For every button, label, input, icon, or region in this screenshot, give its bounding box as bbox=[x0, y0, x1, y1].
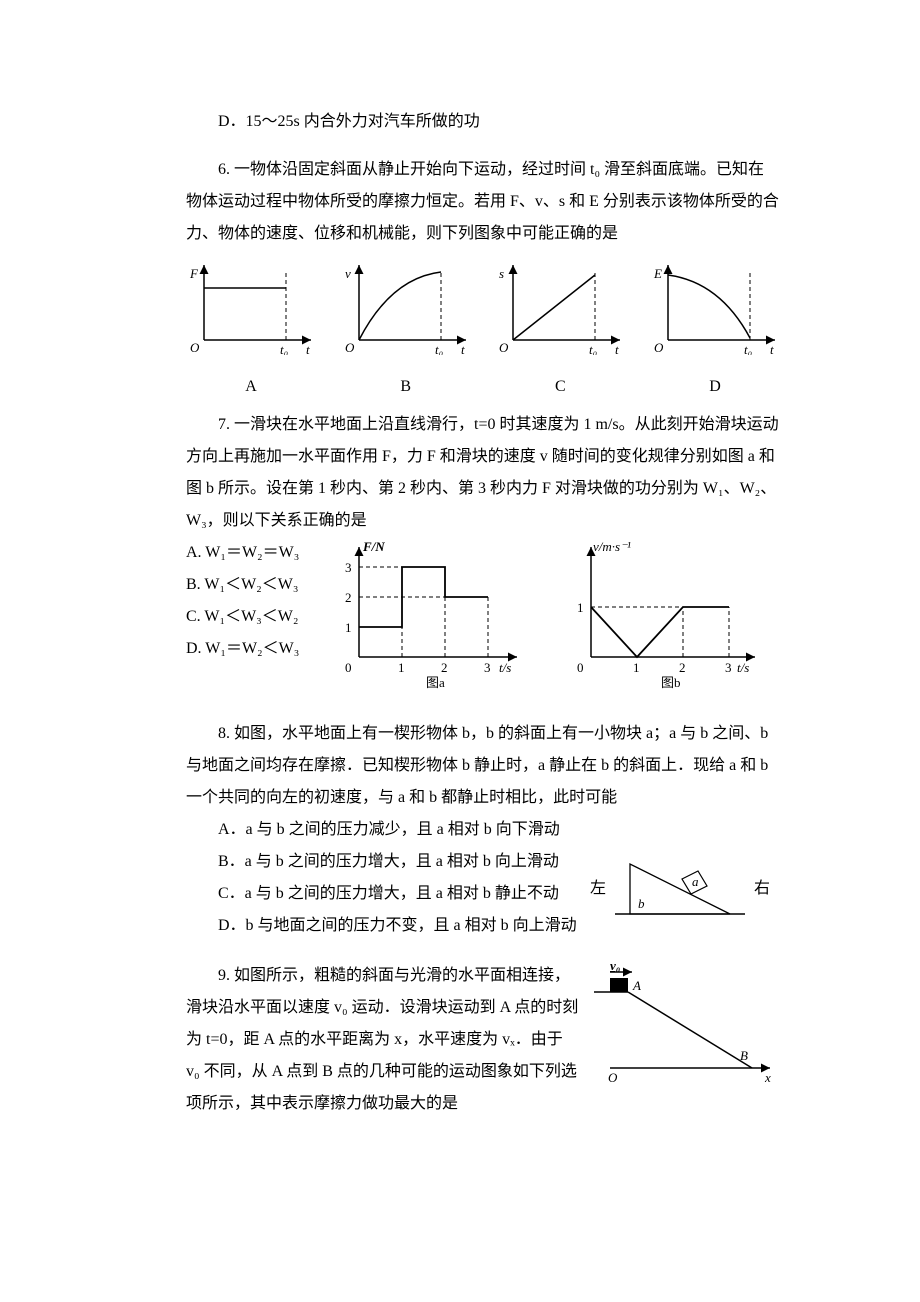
q8-text: 8. 如图，水平地面上有一楔形物体 b，b 的斜面上有一小物块 a；a 与 b … bbox=[186, 718, 780, 814]
q5-option-d: D．15～25s 内合外力对汽车所做的功 bbox=[186, 106, 780, 138]
svg-text:2: 2 bbox=[441, 660, 448, 675]
svg-text:t₀: t₀ bbox=[280, 342, 288, 355]
svg-text:1: 1 bbox=[633, 660, 640, 675]
q6-label-D: D bbox=[650, 371, 780, 403]
q8-right-label: 右 bbox=[754, 873, 770, 905]
q6-label-row: A B C D bbox=[186, 371, 780, 403]
q7-option-A: A. W₁＝W₂＝W₃ bbox=[186, 537, 316, 569]
q7-figA: 1 2 3 1 2 3 0 F/N t/s 图a bbox=[327, 537, 537, 704]
svg-text:v/m·s⁻¹: v/m·s⁻¹ bbox=[593, 539, 631, 554]
svg-text:3: 3 bbox=[484, 660, 491, 675]
svg-text:F: F bbox=[189, 266, 199, 281]
q9-figure: v₀ A B Ox bbox=[580, 960, 780, 1120]
q6-text: 6. 一物体沿固定斜面从静止开始向下运动，经过时间 t₀ 滑至斜面底端。已知在物… bbox=[186, 154, 780, 250]
svg-text:O: O bbox=[345, 340, 355, 355]
svg-text:0: 0 bbox=[577, 660, 584, 675]
svg-text:2: 2 bbox=[679, 660, 686, 675]
q8-row: A．a 与 b 之间的压力减少，且 a 相对 b 向下滑动 B．a 与 b 之间… bbox=[186, 814, 780, 942]
svg-text:t: t bbox=[770, 342, 774, 355]
svg-text:3: 3 bbox=[725, 660, 732, 675]
q8-option-B: B．a 与 b 之间的压力增大，且 a 相对 b 向上滑动 bbox=[186, 846, 580, 878]
svg-text:t: t bbox=[306, 342, 310, 355]
q6-graph-C: Os t₀ t bbox=[495, 260, 625, 367]
q7-option-D: D. W₁＝W₂＜W₃ bbox=[186, 633, 316, 665]
svg-text:图b: 图b bbox=[661, 675, 681, 690]
svg-text:0: 0 bbox=[345, 660, 352, 675]
q7-options: A. W₁＝W₂＝W₃ B. W₁＜W₂＜W₃ C. W₁＜W₃＜W₂ D. W… bbox=[186, 537, 316, 665]
svg-text:t₀: t₀ bbox=[589, 342, 597, 355]
q7-figs: 1 2 3 1 2 3 0 F/N t/s 图a 1 1 2 3 0 v/m·s⁻¹ t/s 图b bbox=[316, 537, 780, 704]
svg-text:A: A bbox=[632, 978, 641, 993]
q7-option-C: C. W₁＜W₃＜W₂ bbox=[186, 601, 316, 633]
svg-text:O: O bbox=[654, 340, 664, 355]
q6-label-B: B bbox=[341, 371, 471, 403]
q8-options: A．a 与 b 之间的压力减少，且 a 相对 b 向下滑动 B．a 与 b 之间… bbox=[186, 814, 580, 942]
svg-text:t/s: t/s bbox=[499, 660, 511, 675]
svg-text:t₀: t₀ bbox=[435, 342, 443, 355]
svg-text:v: v bbox=[345, 266, 351, 281]
svg-text:O: O bbox=[190, 340, 200, 355]
svg-text:1: 1 bbox=[577, 600, 584, 615]
q8-option-A: A．a 与 b 之间的压力减少，且 a 相对 b 向下滑动 bbox=[186, 814, 580, 846]
svg-text:t₀: t₀ bbox=[744, 342, 752, 355]
q6-graph-A: O Ft₀ t bbox=[186, 260, 316, 367]
q6-graph-D: O Et₀ t bbox=[650, 260, 780, 367]
svg-text:t: t bbox=[615, 342, 619, 355]
svg-text:B: B bbox=[740, 1048, 748, 1063]
q9-row: 9. 如图所示，粗糙的斜面与光滑的水平面相连接，滑块沿水平面以速度 v₀ 运动．… bbox=[186, 960, 780, 1120]
q8-option-D: D．b 与地面之间的压力不变，且 a 相对 b 向上滑动 bbox=[186, 910, 580, 942]
q6-graph-B: Ov t₀ t bbox=[341, 260, 471, 367]
svg-text:b: b bbox=[638, 896, 645, 911]
svg-text:图a: 图a bbox=[426, 675, 445, 690]
q8-left-label: 左 bbox=[590, 873, 606, 905]
q7-text: 7. 一滑块在水平地面上沿直线滑行，t=0 时其速度为 1 m/s。从此刻开始滑… bbox=[186, 409, 780, 537]
q7-figB: 1 1 2 3 0 v/m·s⁻¹ t/s 图b bbox=[559, 537, 769, 704]
page: D．15～25s 内合外力对汽车所做的功 6. 一物体沿固定斜面从静止开始向下运… bbox=[0, 0, 920, 1180]
svg-text:1: 1 bbox=[345, 620, 352, 635]
svg-text:1: 1 bbox=[398, 660, 405, 675]
svg-text:t/s: t/s bbox=[737, 660, 749, 675]
svg-text:s: s bbox=[499, 266, 504, 281]
svg-text:v₀: v₀ bbox=[610, 960, 620, 973]
q9-text: 9. 如图所示，粗糙的斜面与光滑的水平面相连接，滑块沿水平面以速度 v₀ 运动．… bbox=[186, 960, 580, 1120]
q7-row: A. W₁＝W₂＝W₃ B. W₁＜W₂＜W₃ C. W₁＜W₃＜W₂ D. W… bbox=[186, 537, 780, 704]
svg-text:O: O bbox=[608, 1070, 618, 1085]
svg-text:t: t bbox=[461, 342, 465, 355]
svg-text:x: x bbox=[764, 1070, 771, 1085]
q6-graph-row: O Ft₀ t Ov t₀ t Os t₀ t O Et₀ t bbox=[186, 260, 780, 367]
svg-text:E: E bbox=[653, 266, 662, 281]
q7-option-B: B. W₁＜W₂＜W₃ bbox=[186, 569, 316, 601]
svg-text:3: 3 bbox=[345, 560, 352, 575]
svg-text:2: 2 bbox=[345, 590, 352, 605]
q8-option-C: C．a 与 b 之间的压力增大，且 a 相对 b 静止不动 bbox=[186, 878, 580, 910]
q8-figure: 左 a b 右 bbox=[580, 814, 780, 942]
svg-text:O: O bbox=[499, 340, 509, 355]
svg-text:F/N: F/N bbox=[362, 539, 385, 554]
q6-label-C: C bbox=[495, 371, 625, 403]
svg-text:a: a bbox=[692, 874, 699, 889]
q6-label-A: A bbox=[186, 371, 316, 403]
